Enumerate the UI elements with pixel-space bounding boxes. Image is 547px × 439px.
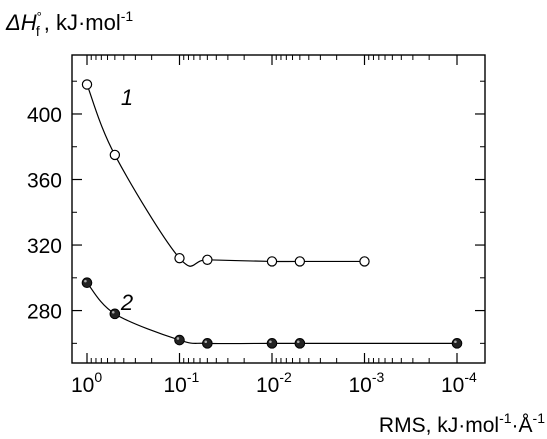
x-tick-exp: -3 bbox=[372, 369, 385, 385]
series-1-point bbox=[202, 254, 213, 265]
series-2-point bbox=[451, 338, 463, 349]
series-2-point bbox=[266, 338, 278, 349]
series-2-point-highlight bbox=[84, 279, 87, 283]
x-tick-base: 10 bbox=[441, 374, 464, 397]
x-axis-exp2: -1 bbox=[533, 410, 546, 426]
y-tick-label: 280 bbox=[27, 301, 62, 324]
x-axis-title: RMS, kJ·mol-1·Å-1 bbox=[379, 410, 545, 437]
series-2-point bbox=[294, 338, 306, 349]
series-1-point bbox=[359, 256, 370, 267]
y-axis-sup: ° bbox=[37, 9, 42, 24]
y-tick-label: 320 bbox=[27, 235, 62, 258]
series-label: 1 bbox=[121, 85, 133, 110]
series-2-point bbox=[174, 334, 185, 346]
series-2-line bbox=[86, 282, 457, 345]
series-2-point-highlight bbox=[176, 337, 180, 340]
y-tick-label: 360 bbox=[27, 170, 62, 193]
series-1-point bbox=[266, 256, 278, 267]
y-axis-exp: -1 bbox=[121, 8, 134, 24]
series-curves bbox=[86, 84, 457, 345]
series-2-point bbox=[81, 277, 93, 289]
series-1-point bbox=[81, 79, 93, 90]
x-tick-label: 10-1 bbox=[164, 369, 200, 397]
x-tick-base: 10 bbox=[349, 374, 372, 397]
x-tick-label: 10-4 bbox=[441, 369, 477, 397]
axis-ticks bbox=[72, 55, 485, 363]
series-1-point bbox=[174, 252, 185, 264]
x-axis-text: RMS, kJ·mol bbox=[379, 414, 499, 437]
series-2-point-highlight bbox=[269, 340, 272, 344]
x-tick-exp: 0 bbox=[94, 369, 102, 385]
x-axis-dot: ·Å bbox=[512, 414, 533, 437]
y-axis-unit: , kJ·mol bbox=[44, 10, 121, 35]
series-labels: 12 bbox=[120, 85, 133, 315]
series-2-point-highlight bbox=[111, 310, 115, 314]
y-axis-title: ΔH° f, kJ·mol-1 bbox=[5, 8, 133, 39]
x-tick-base: 10 bbox=[71, 374, 94, 397]
y-tick-label: 400 bbox=[27, 104, 62, 127]
series-2-point-highlight bbox=[296, 340, 300, 344]
series-2-point bbox=[202, 338, 213, 349]
y-axis-sub: f bbox=[36, 23, 40, 39]
x-tick-base: 10 bbox=[256, 374, 279, 397]
series-1-line bbox=[86, 84, 365, 267]
x-tick-label: 100 bbox=[71, 369, 102, 397]
series-label: 2 bbox=[120, 290, 133, 315]
plot-frame bbox=[71, 54, 486, 364]
x-tick-base: 10 bbox=[164, 374, 187, 397]
x-tick-label: 10-3 bbox=[349, 369, 385, 397]
series-2-point-highlight bbox=[454, 340, 457, 344]
series-1-point bbox=[294, 256, 306, 267]
x-tick-exp: -4 bbox=[464, 369, 477, 385]
x-tick-exp: -1 bbox=[187, 369, 200, 385]
series-2-point-highlight bbox=[204, 340, 208, 344]
x-axis-exp1: -1 bbox=[499, 410, 512, 426]
x-tick-label: 10-2 bbox=[256, 369, 292, 397]
series-markers bbox=[81, 79, 463, 349]
x-tick-exp: -2 bbox=[279, 369, 292, 385]
series-2-point bbox=[109, 308, 121, 320]
y-axis-symbol: ΔH bbox=[5, 10, 37, 35]
series-1-point bbox=[109, 149, 121, 161]
